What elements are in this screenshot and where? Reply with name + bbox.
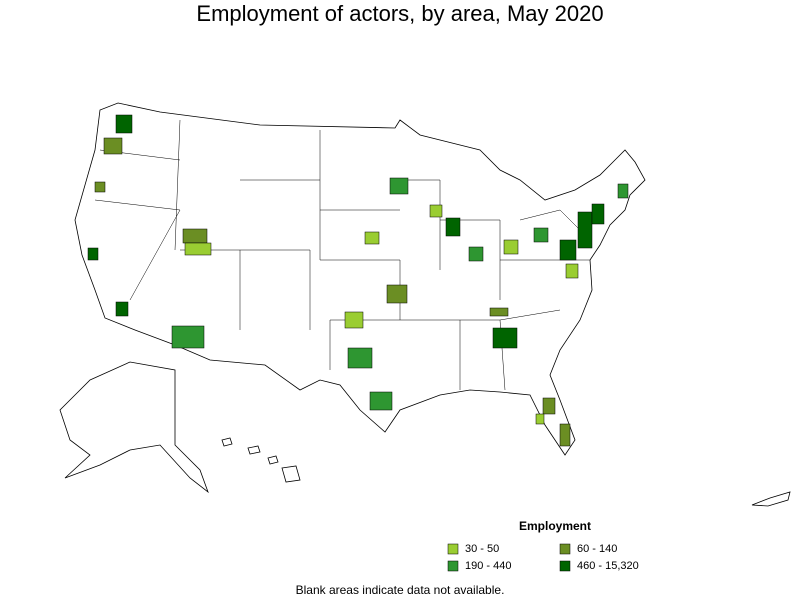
legend-swatch: [559, 543, 571, 555]
map-area: [559, 423, 571, 447]
map-areas: [87, 114, 629, 447]
map-area: [115, 114, 133, 134]
map-area: [503, 239, 519, 255]
legend-label: 460 - 15,320: [577, 560, 639, 572]
map-area: [565, 263, 579, 279]
legend-swatch: [447, 560, 459, 572]
map-area: [445, 217, 461, 237]
map-area: [103, 137, 123, 155]
legend: Employment 30 - 50 60 - 140 190 - 440 460 -…: [447, 519, 639, 572]
map-area: [429, 204, 443, 218]
map-area: [115, 301, 129, 317]
map-area: [344, 311, 364, 329]
legend-title: Employment: [519, 519, 591, 533]
legend-swatch: [559, 560, 571, 572]
map: [59, 102, 791, 507]
map-area: [347, 347, 373, 369]
map-area: [577, 211, 593, 249]
legend-swatch: [447, 543, 459, 555]
map-area: [535, 413, 545, 425]
map-area: [559, 239, 577, 261]
contiguous-us: [74, 102, 646, 456]
map-area: [468, 246, 484, 262]
alaska: [59, 361, 209, 494]
area-borders: [94, 119, 590, 391]
map-area: [492, 327, 518, 349]
map-area: [364, 231, 380, 245]
legend-label: 60 - 140: [577, 543, 617, 555]
map-area: [171, 325, 205, 349]
map-area: [542, 397, 556, 415]
map-area: [533, 227, 549, 243]
map-area: [591, 203, 605, 225]
map-area: [184, 242, 212, 256]
map-area: [386, 284, 408, 304]
map-area: [94, 181, 106, 193]
map-area: [87, 247, 99, 261]
legend-items: 30 - 50 60 - 140 190 - 440 460 - 15,320: [447, 543, 639, 572]
map-title: Employment of actors, by area, May 2020: [196, 1, 603, 26]
map-area: [617, 183, 629, 199]
footnote: Blank areas indicate data not available.: [296, 583, 505, 597]
map-area: [489, 307, 509, 317]
islands: [751, 491, 791, 507]
legend-label: 30 - 50: [465, 543, 499, 555]
map-area: [389, 177, 409, 195]
map-area: [182, 228, 208, 244]
hawaii: [221, 437, 301, 483]
legend-label: 190 - 440: [465, 560, 511, 572]
map-area: [369, 391, 393, 411]
